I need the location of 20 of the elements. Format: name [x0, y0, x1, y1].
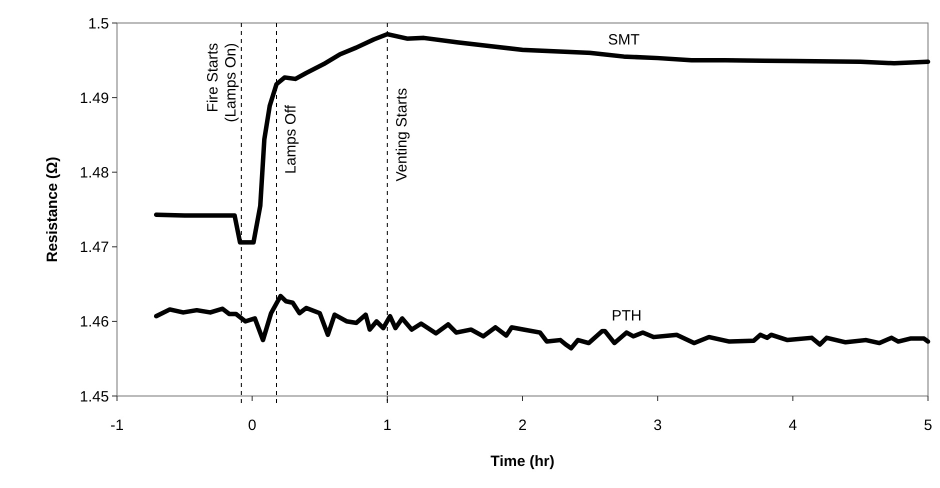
x-tick-label: 4	[788, 417, 798, 434]
y-tick-label: 1.5	[88, 15, 109, 32]
x-axis-title: Time (hr)	[490, 453, 554, 470]
x-tick-label: 3	[653, 417, 662, 434]
y-tick-label: 1.46	[80, 314, 109, 331]
y-tick-label: 1.48	[80, 164, 109, 182]
y-tick-label: 1.49	[80, 90, 109, 107]
y-tick-label: 1.47	[80, 239, 109, 256]
x-tick-label: 0	[248, 417, 256, 434]
y-tick-label: 1.45	[80, 388, 109, 406]
ref-line-label: Lamps Off	[282, 104, 300, 174]
series-label: SMT	[608, 32, 640, 49]
y-axis-title: Resistance (Ω)	[44, 156, 61, 262]
ref-line-label: Venting Starts	[393, 88, 410, 182]
series-label: PTH	[612, 308, 642, 325]
x-tick-label: 2	[518, 417, 527, 434]
x-tick-label: 5	[924, 417, 932, 434]
x-tick-label: -1	[110, 417, 124, 434]
x-tick-label: 1	[383, 417, 392, 434]
ref-line-label: Fire Starts (Lamps On)	[204, 43, 240, 122]
